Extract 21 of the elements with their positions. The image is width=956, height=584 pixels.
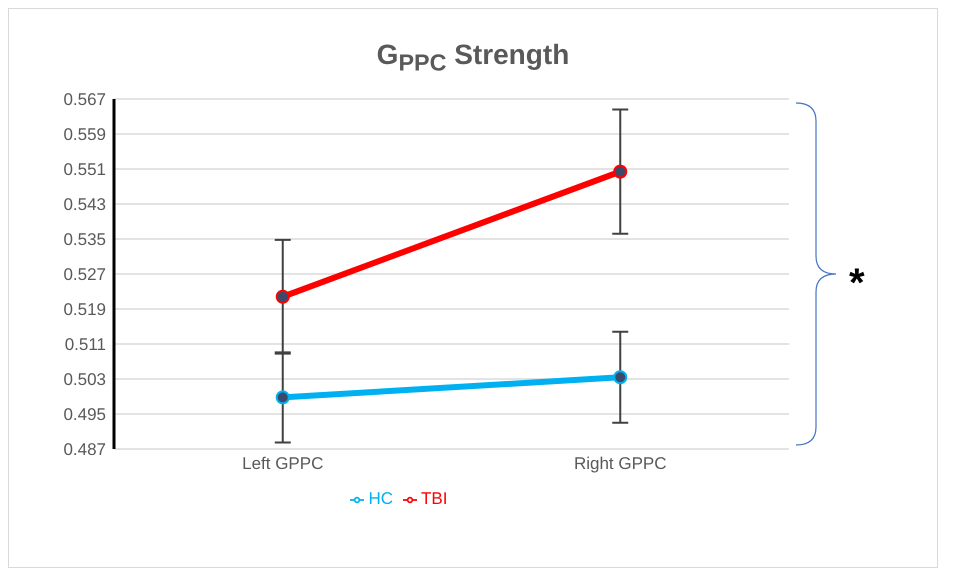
legend-label: HC — [368, 489, 394, 508]
point — [613, 164, 628, 179]
point — [276, 290, 290, 304]
point — [276, 390, 290, 404]
y-tick-label: 0.567 — [63, 90, 106, 110]
y-tick-label: 0.487 — [63, 440, 106, 460]
chart-title: G$_{PPC}$ Strength — [376, 38, 570, 78]
y-tick-label: 0.519 — [63, 300, 106, 320]
y-tick-label: 0.535 — [63, 230, 106, 250]
point — [613, 370, 628, 384]
legend-label: TBI — [421, 489, 448, 508]
x-tick-label: Left GPPC — [242, 454, 324, 474]
y-tick-label: 0.559 — [63, 125, 106, 144]
y-tick-label: 0.495 — [63, 405, 106, 424]
y-tick-label: 0.551 — [63, 160, 106, 180]
y-tick-label: 0.511 — [64, 335, 106, 354]
y-tick-label: 0.503 — [63, 370, 106, 390]
y-tick-label: 0.527 — [63, 265, 106, 284]
y-tick-label: 0.543 — [63, 195, 106, 214]
x-tick-label: Right GPPC — [574, 454, 667, 474]
text: * — [849, 261, 865, 305]
